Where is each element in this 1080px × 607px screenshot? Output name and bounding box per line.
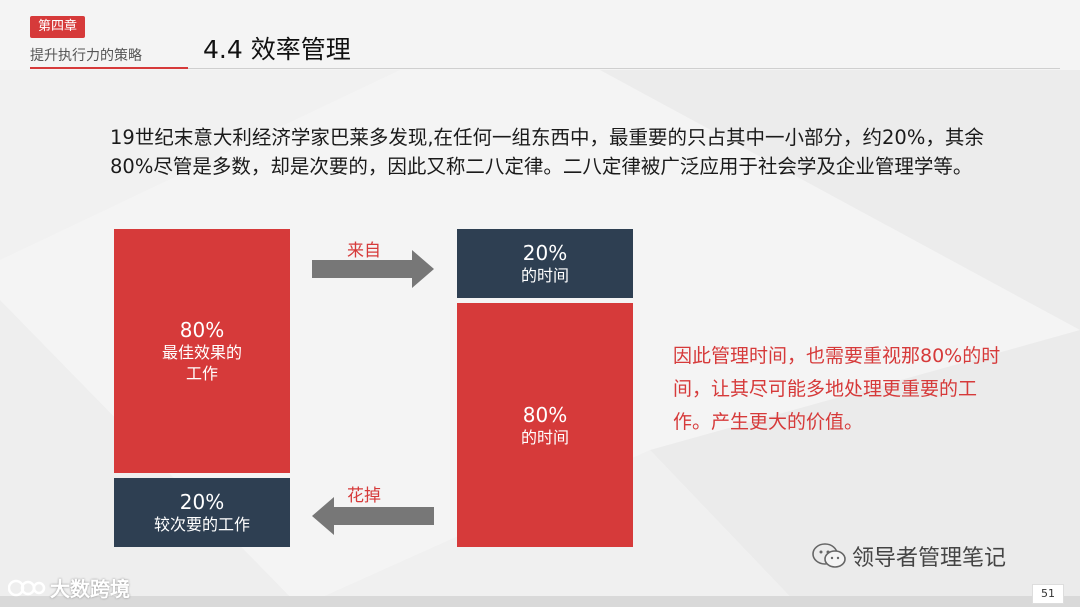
left-bottom-box: 20% 较次要的工作 xyxy=(114,478,290,547)
brand-watermark: 大数跨境 xyxy=(8,573,130,602)
brand-name: 大数跨境 xyxy=(50,577,130,601)
wechat-watermark: 领导者管理笔记 xyxy=(812,540,1006,572)
right-top-box: 20% 的时间 xyxy=(457,229,633,298)
left-top-label-line1: 最佳效果的 xyxy=(161,343,242,362)
right-top-percent: 20% xyxy=(522,241,568,265)
chapter-subtitle: 提升执行力的策略 xyxy=(30,48,142,64)
left-bottom-percent: 20% xyxy=(179,490,225,514)
right-top-label: 的时间 xyxy=(520,266,569,285)
right-bottom-box: 80% 的时间 xyxy=(457,303,633,547)
conclusion-text: 因此管理时间，也需要重视那80%的时间，让其尽可能多地处理更重要的工作。产生更大… xyxy=(673,345,1001,433)
wechat-account-name: 领导者管理笔记 xyxy=(852,546,1007,571)
header-red-underline xyxy=(30,67,188,69)
arrow-label-from: 来自 xyxy=(347,241,381,261)
right-bottom-label: 的时间 xyxy=(520,427,569,447)
left-arrow-icon xyxy=(312,497,434,535)
left-top-percent: 80% xyxy=(179,318,225,342)
arrow-label-spent: 花掉 xyxy=(347,486,381,506)
left-bottom-label: 较次要的工作 xyxy=(153,515,250,534)
header-divider xyxy=(188,68,1060,69)
wechat-icon xyxy=(812,543,846,568)
page-number: 51 xyxy=(1032,584,1064,604)
left-top-box: 80% 最佳效果的 工作 xyxy=(114,229,290,473)
intro-paragraph: 19世纪末意大利经济学家巴莱多发现,在任何一组东西中，最重要的只占其中一小部分，… xyxy=(110,126,984,178)
right-bottom-percent: 80% xyxy=(522,402,568,427)
chapter-tag: 第四章 xyxy=(30,16,86,38)
left-top-label-line2: 工作 xyxy=(185,364,218,383)
footer-bar xyxy=(0,596,1080,607)
right-arrow-icon xyxy=(312,250,434,288)
brand-logo-icon xyxy=(8,579,46,596)
section-title: 4.4 效率管理 xyxy=(203,35,351,64)
